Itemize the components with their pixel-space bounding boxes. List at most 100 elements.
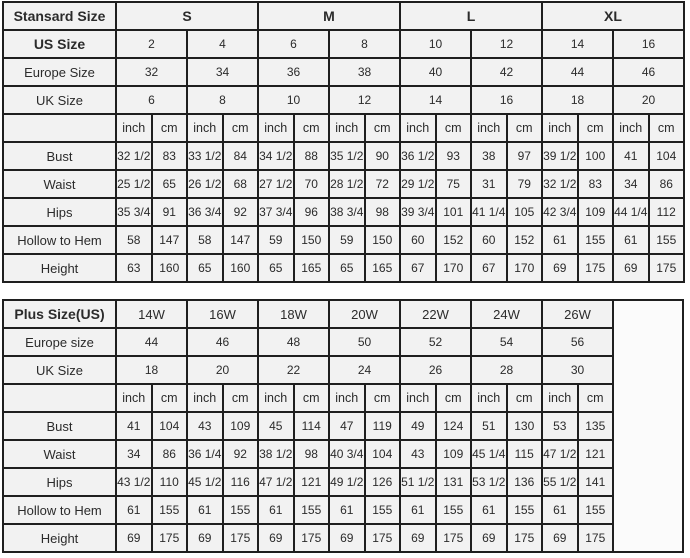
row-label-cell: Hips (2, 197, 117, 227)
standard-size-table-mount: Stansard Size S M L XL US Size 2 4 6 8 10 12 14 16 Eur… (2, 1, 685, 283)
measure-value-cell: 121 (292, 467, 330, 497)
measure-value-cell: 135 (576, 411, 614, 441)
measure-value-cell: 45 1/2 (186, 467, 224, 497)
row-label-cell: Hips (2, 467, 117, 497)
measure-value-cell: 34 (115, 439, 153, 469)
standard-size-table: Stansard Size S M L XL US Size 2 4 6 8 10 12 14 16 Eur… (2, 1, 685, 283)
size-value-cell: 4 (186, 29, 259, 59)
unit-cell: cm (150, 383, 188, 413)
measure-value-cell: 65 (186, 253, 224, 283)
size-value-cell: 48 (257, 327, 330, 357)
group-header-row: Plus Size(US) 14W 16W 18W 20W 22W 24W 26W (2, 299, 684, 553)
measure-value-cell: 41 (115, 411, 153, 441)
measure-value-cell: 61 (470, 495, 508, 525)
measure-value-cell: 29 1/2 (399, 169, 437, 199)
measure-value-cell: 147 (221, 225, 259, 255)
row-label-cell: US Size (2, 29, 117, 59)
measure-value-cell: 160 (221, 253, 259, 283)
measure-value-cell: 86 (647, 169, 685, 199)
measure-value-cell: 69 (115, 523, 153, 553)
size-value-cell: 30 (541, 355, 614, 385)
measure-value-cell: 44 1/4 (612, 197, 650, 227)
measure-value-cell: 88 (292, 141, 330, 171)
unit-cell: inch (186, 383, 224, 413)
measure-value-cell: 31 (470, 169, 508, 199)
plus-size-table: Plus Size(US) 14W 16W 18W 20W 22W 24W 26W Europe… (2, 299, 684, 553)
measure-value-cell: 26 1/2 (186, 169, 224, 199)
unit-cell: inch (541, 113, 579, 143)
measure-value-cell: 61 (257, 495, 295, 525)
size-conversion-row: Europe Size 32 34 36 38 40 42 44 46 (2, 57, 685, 87)
measure-value-cell: 69 (328, 523, 366, 553)
size-value-cell: 50 (328, 327, 401, 357)
measure-value-cell: 152 (434, 225, 472, 255)
measure-value-cell: 175 (434, 523, 472, 553)
size-group-cell: 24W (470, 299, 543, 329)
size-value-cell: 12 (470, 29, 543, 59)
measure-value-cell: 47 (328, 411, 366, 441)
row-label-cell: Height (2, 253, 117, 283)
unit-cell: cm (363, 113, 401, 143)
measure-value-cell: 69 (257, 523, 295, 553)
unit-cell: inch (115, 383, 153, 413)
measure-value-cell: 65 (150, 169, 188, 199)
size-value-cell: 16 (470, 85, 543, 115)
size-value-cell: 10 (399, 29, 472, 59)
measurement-row: Waist 34 86 36 1/4 92 38 1/2 98 40 3/4 104 43 109 4… (2, 439, 683, 469)
size-value-cell: 20 (612, 85, 685, 115)
measure-value-cell: 92 (221, 197, 259, 227)
measure-value-cell: 47 1/2 (541, 439, 579, 469)
measure-value-cell: 38 (470, 141, 508, 171)
size-value-cell: 6 (257, 29, 330, 59)
size-value-cell: 12 (328, 85, 401, 115)
measure-value-cell: 92 (221, 439, 259, 469)
measure-value-cell: 105 (505, 197, 543, 227)
measure-value-cell: 61 (186, 495, 224, 525)
measure-value-cell: 45 (257, 411, 295, 441)
measurement-row: Hips 43 1/2 110 45 1/2 116 47 1/2 121 49 1/2 126… (2, 467, 683, 497)
measure-value-cell: 39 3/4 (399, 197, 437, 227)
measure-value-cell: 65 (328, 253, 366, 283)
unit-cell: cm (292, 383, 330, 413)
measure-value-cell: 35 3/4 (115, 197, 153, 227)
size-value-cell: 20 (186, 355, 259, 385)
size-group-cell: 20W (328, 299, 401, 329)
measure-value-cell: 126 (363, 467, 401, 497)
measure-value-cell: 160 (150, 253, 188, 283)
measure-value-cell: 155 (363, 495, 401, 525)
size-value-cell: 26 (399, 355, 472, 385)
measure-value-cell: 59 (257, 225, 295, 255)
measure-value-cell: 32 1/2 (541, 169, 579, 199)
size-value-cell: 2 (115, 29, 188, 59)
measure-value-cell: 98 (292, 439, 330, 469)
unit-cell: inch (257, 113, 295, 143)
unit-cell: cm (221, 113, 259, 143)
measure-value-cell: 51 (470, 411, 508, 441)
measure-value-cell: 110 (150, 467, 188, 497)
measure-value-cell: 55 1/2 (541, 467, 579, 497)
measure-value-cell: 155 (576, 495, 614, 525)
measure-value-cell: 104 (647, 141, 685, 171)
size-value-cell: 54 (470, 327, 543, 357)
measure-value-cell: 69 (399, 523, 437, 553)
unit-cell: cm (292, 113, 330, 143)
size-value-cell: 6 (115, 85, 188, 115)
measurement-row: Bust 32 1/2 83 33 1/2 84 34 1/2 88 35 1/2 90 36 1… (2, 141, 685, 171)
measurement-row: Height 69 175 69 175 69 175 69 175 69 175 69 175 69 17… (2, 523, 683, 553)
measure-value-cell: 47 1/2 (257, 467, 295, 497)
measure-value-cell: 42 3/4 (541, 197, 579, 227)
measure-value-cell: 53 (541, 411, 579, 441)
measure-value-cell: 36 1/4 (186, 439, 224, 469)
size-value-cell: 16 (612, 29, 685, 59)
row-label-cell: UK Size (2, 355, 117, 385)
measure-value-cell: 155 (221, 495, 259, 525)
measure-value-cell: 175 (505, 523, 543, 553)
row-label-cell: Europe Size (2, 57, 117, 87)
measure-value-cell: 53 1/2 (470, 467, 508, 497)
row-label-cell: Waist (2, 439, 117, 469)
row-label-cell: Height (2, 523, 117, 553)
measure-value-cell: 37 3/4 (257, 197, 295, 227)
measure-value-cell: 43 (186, 411, 224, 441)
measure-value-cell: 49 (399, 411, 437, 441)
unit-cell: inch (328, 113, 366, 143)
